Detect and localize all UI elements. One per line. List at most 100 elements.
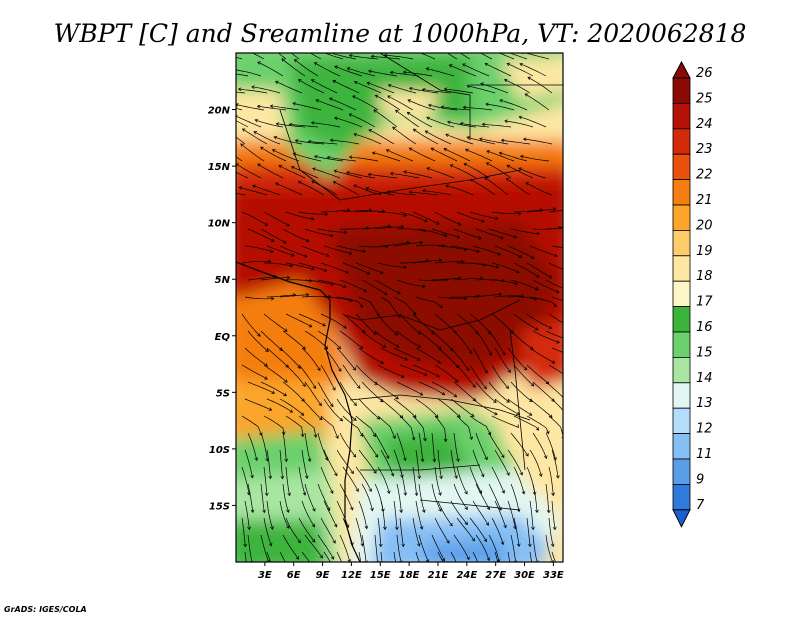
streamline [475,483,490,510]
streamline-arrow [390,473,395,477]
streamline [354,81,382,94]
streamline [298,415,317,438]
streamline [301,500,315,527]
streamline-arrow [516,543,521,547]
streamline-arrow [469,436,473,441]
streamline [377,466,390,494]
streamline [298,211,328,215]
streamline-arrow [445,184,449,188]
streamline [431,381,457,398]
streamline [282,534,299,560]
streamline [467,85,496,94]
streamline [453,330,473,354]
streamline [361,279,388,295]
streamline [355,517,363,547]
streamline [526,415,550,434]
streamline-arrow [330,556,335,560]
streamline [393,500,398,530]
streamline-arrow [545,380,550,385]
streamline-arrow [395,344,400,348]
streamline-arrow [481,473,485,478]
lat-tick-label: 15N [208,162,231,173]
streamline-arrow [326,253,330,257]
streamline-arrow [291,253,295,257]
streamline [317,483,331,511]
streamline [392,126,417,145]
streamline-arrow [284,458,289,463]
streamline-arrow [383,291,388,295]
streamline-arrow [243,543,247,548]
colorbar-label: 13 [696,396,713,411]
streamline [244,347,268,367]
streamline-arrow [311,538,316,543]
streamline [247,483,254,513]
streamline [304,228,333,237]
streamline [491,466,505,494]
streamline [257,105,287,111]
streamline [456,415,473,440]
streamline-arrow [416,543,421,547]
streamline [434,313,457,334]
streamline [339,381,357,406]
streamline [260,330,283,351]
streamline-arrow [438,492,442,496]
streamline [390,71,420,77]
streamline-arrow [348,155,353,160]
streamline [336,296,363,308]
streamline [374,226,404,230]
streamline [339,330,364,349]
lon-tick-label: 15E [370,570,391,581]
streamline-arrow [439,304,443,308]
streamline [412,211,440,225]
streamline [352,95,379,111]
streamline [244,398,272,411]
streamline [266,449,271,479]
streamline-arrow [395,395,399,400]
lon-tick-label: 21E [428,570,449,581]
streamline [330,139,360,145]
streamline-arrow [408,48,411,51]
streamline-arrow [373,109,377,113]
streamline [422,190,452,196]
streamline-arrow [289,263,294,268]
streamline-arrow [311,180,315,184]
streamline-arrow [446,540,450,544]
streamline [380,551,383,562]
streamline [278,165,306,179]
streamline-arrow [503,78,508,83]
streamline-arrow [256,104,261,109]
colorbar-label: 17 [696,295,713,310]
streamline-arrow [368,69,372,74]
streamline-arrow [300,412,305,416]
streamline-arrow [499,99,503,103]
streamline [426,116,455,128]
streamline [251,86,281,94]
streamline [494,347,511,373]
streamline [548,517,554,547]
streamline-arrow [233,68,236,71]
streamline [519,116,547,128]
streamline [281,58,306,77]
streamline-arrow [395,526,399,531]
streamline-arrow [352,366,357,371]
streamline-arrow [572,224,575,227]
streamline-arrow [332,387,336,391]
streamline [282,432,287,462]
streamline-arrow [518,167,522,171]
streamline-arrow [280,475,285,480]
streamline-arrow [337,345,342,350]
streamline-arrow [268,475,273,480]
streamline [361,225,391,230]
streamline-arrow [484,62,489,67]
streamline-arrow [456,235,461,239]
streamline-arrow [310,79,315,83]
streamline-arrow [425,559,430,562]
streamline-arrow [431,330,435,335]
streamline [523,138,553,145]
streamline-arrow [273,136,278,140]
streamline-arrow [570,378,573,381]
colorbar-swatch [672,407,691,435]
streamline [469,211,499,220]
streamline [548,313,563,324]
streamline [545,226,563,230]
